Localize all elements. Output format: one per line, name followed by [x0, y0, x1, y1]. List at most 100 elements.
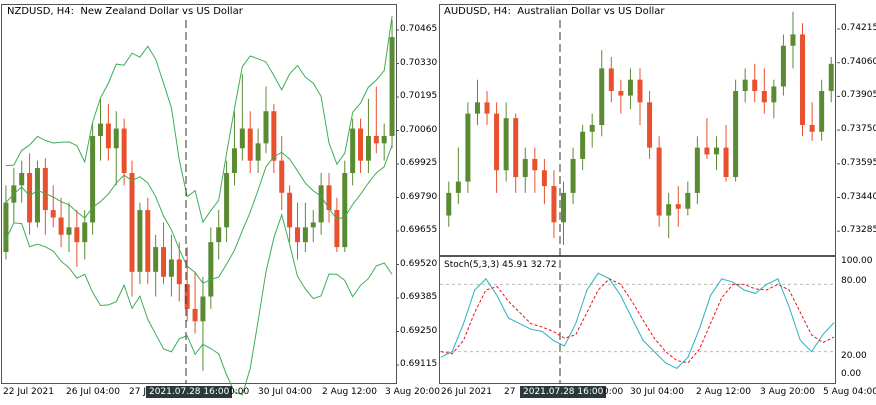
- nzdusd-candle-32: [255, 143, 261, 161]
- nzdusd-candle-45: [358, 128, 364, 161]
- audusd-candle-14: [580, 131, 586, 159]
- audusd-time-label-1: 27: [504, 387, 516, 397]
- nzdusd-candle-11: [90, 135, 96, 223]
- nzdusd-candle-34: [271, 111, 277, 161]
- nzdusd-title: NZDUSD, H4: New Zealand Dollar vs US Dol…: [7, 6, 243, 17]
- nzdusd-time-label-4: 30 Jul 04:00: [258, 387, 312, 397]
- audusd-price-tick-3: 0.73750: [841, 124, 876, 135]
- nzdusd-candle-29: [231, 148, 237, 173]
- audusd-candle-31: [742, 79, 748, 92]
- nzdusd-candle-31: [247, 128, 253, 161]
- stoch-tick-1: 80.00: [841, 276, 867, 286]
- audusd-candle-4: [484, 102, 490, 114]
- nzdusd-candle-42: [334, 210, 340, 248]
- audusd-candle-13: [570, 158, 576, 193]
- nzdusd-candle-33: [263, 111, 269, 144]
- nzdusd-candle-44: [350, 128, 356, 173]
- audusd-candle-32: [752, 79, 758, 92]
- audusd-candle-22: [656, 147, 662, 216]
- nzdusd-time-label-2: 27 J: [129, 387, 146, 397]
- audusd-price-tick-1: 0.74060: [841, 56, 876, 67]
- nzdusd-chart-pane[interactable]: [0, 0, 438, 386]
- audusd-price-tick-4: 0.73595: [841, 157, 876, 168]
- nzdusd-candle-16: [129, 173, 135, 272]
- audusd-time-label-3: 3 Aug 20:00: [760, 387, 815, 397]
- audusd-cursor-time-tag: 2021.07.28 16:00: [520, 386, 607, 398]
- nzdusd-candle-30: [239, 128, 245, 149]
- nzdusd-time-label-3: 0:00: [229, 387, 250, 397]
- audusd-candle-38: [809, 124, 815, 132]
- nzdusd-price-tick-5: 0.69790: [400, 191, 438, 202]
- audusd-price-tick-5: 0.73440: [841, 191, 876, 202]
- audusd-candle-3: [474, 102, 480, 114]
- audusd-candle-15: [589, 124, 595, 132]
- stoch-plot-frame: [439, 256, 836, 384]
- audusd-candle-23: [666, 204, 672, 216]
- nzdusd-candle-7: [58, 217, 64, 235]
- nzdusd-candle-0: [3, 202, 9, 253]
- nzdusd-candle-4: [34, 168, 40, 223]
- audusd-candle-12: [561, 192, 567, 223]
- nzdusd-price-tick-7: 0.69520: [400, 258, 438, 269]
- audusd-candle-1: [455, 181, 461, 193]
- nzdusd-candle-24: [192, 308, 198, 322]
- audusd-candle-25: [685, 192, 691, 209]
- nzdusd-candle-21: [168, 259, 174, 277]
- nzdusd-candle-40: [318, 185, 324, 223]
- audusd-candle-21: [647, 102, 653, 148]
- audusd-candle-34: [771, 86, 777, 103]
- audusd-candle-9: [532, 158, 538, 171]
- nzdusd-candle-49: [389, 37, 395, 136]
- nzdusd-price-tick-4: 0.69925: [400, 158, 438, 168]
- audusd-candle-40: [828, 63, 834, 92]
- nzdusd-price-tick-6: 0.69655: [400, 225, 438, 235]
- audusd-price-tick-2: 0.73905: [841, 90, 876, 101]
- nzdusd-time-label-1: 26 Jul 04:00: [66, 387, 120, 397]
- audusd-candle-5: [494, 113, 500, 171]
- audusd-candle-11: [551, 186, 557, 223]
- nzdusd-price-tick-3: 0.70060: [400, 124, 438, 135]
- audusd-candle-10: [541, 170, 547, 187]
- stoch-title: Stoch(5,3,3) 45.91 32.72: [444, 260, 557, 270]
- nzdusd-candle-13: [105, 123, 111, 149]
- audusd-candle-6: [503, 118, 509, 171]
- nzdusd-candle-37: [295, 227, 300, 243]
- audusd-time-label-0: 26 Jul 2021: [441, 387, 492, 397]
- nzdusd-candle-43: [342, 173, 348, 248]
- audusd-candle-28: [713, 147, 719, 155]
- nzdusd-candle-39: [310, 222, 316, 228]
- nzdusd-candle-5: [42, 168, 48, 211]
- nzdusd-candle-36: [287, 192, 293, 228]
- audusd-candle-39: [819, 91, 825, 132]
- audusd-candle-35: [780, 45, 786, 87]
- nzdusd-candle-35: [279, 160, 285, 193]
- nzdusd-candle-25: [200, 296, 206, 322]
- nzdusd-candle-15: [121, 128, 127, 173]
- audusd-candle-19: [627, 79, 633, 96]
- audusd-time-label-4: 5 Aug 04:00: [823, 387, 876, 397]
- nzdusd-candle-20: [161, 247, 167, 277]
- nzdusd-candle-10: [82, 222, 88, 243]
- audusd-candle-29: [723, 147, 729, 178]
- stoch-tick-2: 20.00: [841, 351, 867, 361]
- audusd-candle-26: [694, 147, 700, 193]
- nzdusd-price-tick-0: 0.70465: [400, 24, 438, 34]
- nzdusd-candle-27: [216, 227, 222, 243]
- nzdusd-price-tick-8: 0.69385: [400, 292, 438, 302]
- nzdusd-time-label-0: 22 Jul 2021: [3, 387, 54, 397]
- audusd-candle-16: [599, 68, 605, 125]
- nzdusd-bollinger-lower: [5, 212, 393, 396]
- nzdusd-candle-23: [184, 284, 190, 309]
- stoch-signal-line: [440, 278, 835, 364]
- audusd-candle-18: [618, 91, 624, 96]
- nzdusd-price-tick-1: 0.70330: [400, 57, 438, 68]
- nzdusd-candle-17: [137, 210, 143, 272]
- nzdusd-cursor-time-tag: 2021.07.28 16:00: [146, 386, 233, 398]
- nzdusd-candle-9: [74, 227, 80, 243]
- audusd-candle-30: [733, 91, 739, 178]
- nzdusd-price-tick-2: 0.70195: [400, 91, 438, 101]
- audusd-time-label-30jul: 30 Jul 04:00: [630, 387, 684, 397]
- nzdusd-candle-14: [113, 128, 119, 149]
- audusd-candle-33: [761, 91, 767, 103]
